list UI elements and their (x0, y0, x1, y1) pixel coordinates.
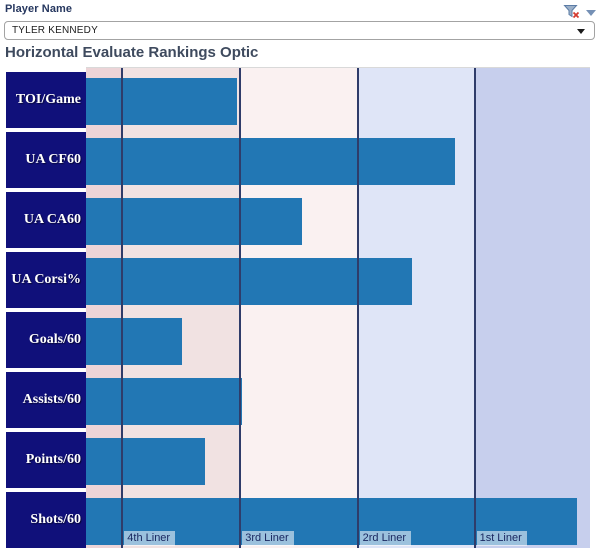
bar[interactable] (86, 438, 206, 485)
plot-top-border (86, 67, 590, 68)
zone-divider-line (356, 68, 359, 548)
zone-label: 3rd Liner (242, 531, 294, 546)
filter-menu-caret-icon[interactable] (586, 9, 596, 16)
remove-filter-icon[interactable] (563, 4, 581, 19)
bar[interactable] (86, 78, 238, 125)
zone-divider-line (121, 68, 124, 548)
zone-label: 2rd Liner (359, 531, 412, 546)
row-label: UA CF60 (6, 132, 86, 188)
row-label: Shots/60 (6, 492, 86, 548)
chart-title: Horizontal Evaluate Rankings Optic (5, 44, 259, 61)
player-select-value: TYLER KENNEDY (12, 25, 98, 36)
zone-label: 1st Liner (476, 531, 527, 546)
bar[interactable] (86, 378, 243, 425)
row-label: Goals/60 (6, 312, 86, 368)
player-select[interactable]: TYLER KENNEDY (4, 21, 595, 40)
zone-divider-line (239, 68, 242, 548)
row-label: UA Corsi% (6, 252, 86, 308)
bar[interactable] (86, 318, 182, 365)
bar[interactable] (86, 138, 455, 185)
row-label: Assists/60 (6, 372, 86, 428)
dropdown-caret-icon (577, 29, 585, 34)
bar[interactable] (86, 258, 413, 305)
filter-title: Player Name (5, 3, 73, 15)
zone-band (474, 68, 590, 548)
zone-label: 4th Liner (124, 531, 176, 546)
filter-header-controls (563, 4, 596, 19)
zone-divider-line (473, 68, 476, 548)
row-label: Points/60 (6, 432, 86, 488)
bar[interactable] (86, 198, 302, 245)
row-label: TOI/Game (6, 72, 86, 128)
rankings-chart: TOI/Game UA CF60 UA CA60 UA Corsi% Goals/60 A… (6, 67, 590, 548)
row-label: UA CA60 (6, 192, 86, 248)
